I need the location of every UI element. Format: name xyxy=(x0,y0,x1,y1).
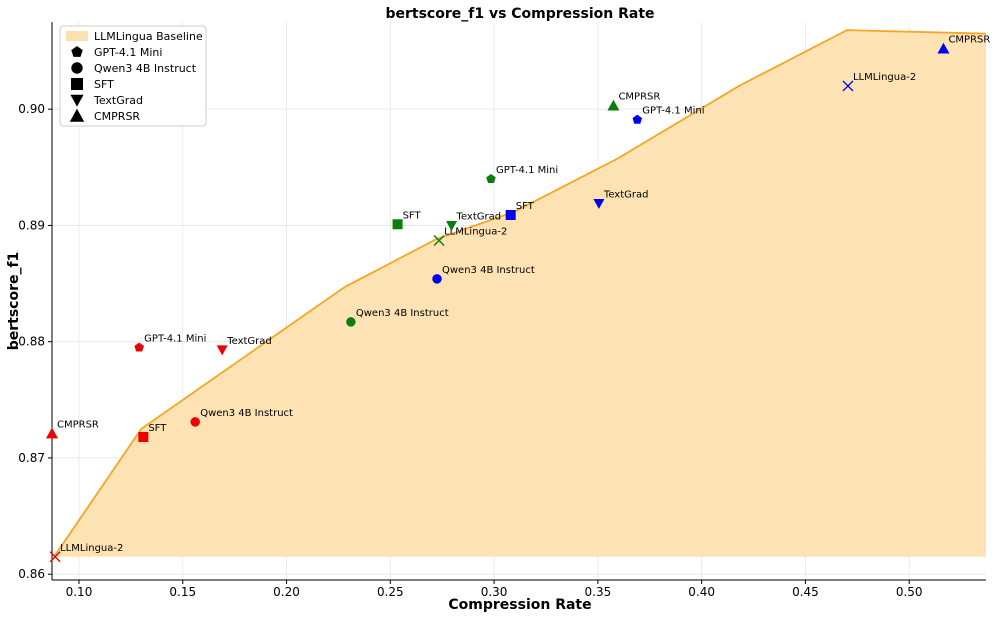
x-tick-label: 0.20 xyxy=(273,585,300,599)
blue-llmlingua-2-label: LLMLingua-2 xyxy=(853,72,916,83)
legend-gpt-4-1-mini-label: GPT-4.1 Mini xyxy=(94,46,162,59)
x-tick-label: 0.50 xyxy=(896,585,923,599)
y-tick-label: 0.88 xyxy=(18,335,45,349)
legend-box xyxy=(59,25,207,127)
legend-sft-label: SFT xyxy=(94,78,114,91)
y-tick-label: 0.90 xyxy=(18,102,45,116)
blue-qwen3-4b-instruct-label: Qwen3 4B Instruct xyxy=(442,265,535,276)
x-tick-label: 0.15 xyxy=(169,585,196,599)
red-cmprsr-label: CMPRSR xyxy=(57,420,99,431)
blue-cmprsr-point xyxy=(937,42,950,54)
green-gpt-4-1-mini-point xyxy=(486,173,496,183)
blue-cmprsr-label: CMPRSR xyxy=(948,35,990,46)
legend-cmprsr-label: CMPRSR xyxy=(94,110,140,123)
red-llmlingua-2-label: LLMLingua-2 xyxy=(60,543,123,554)
blue-gpt-4-1-mini-label: GPT-4.1 Mini xyxy=(642,106,704,117)
blue-textgrad-label: TextGrad xyxy=(603,189,649,200)
y-tick-label: 0.86 xyxy=(18,567,45,581)
blue-llmlingua-2-point xyxy=(842,80,854,92)
legend-sft-marker xyxy=(71,78,83,90)
y-tick-label: 0.89 xyxy=(18,218,45,232)
blue-textgrad-point xyxy=(593,198,605,209)
legend: LLMLingua Baseline GPT-4.1 Mini Qwen3 4B I… xyxy=(59,25,207,127)
green-textgrad-point xyxy=(446,221,458,231)
legend-qwen3-4b-instruct-marker xyxy=(71,62,83,74)
red-qwen3-4b-instruct-point xyxy=(190,417,200,427)
green-cmprsr-point xyxy=(607,99,620,111)
red-cmprsr-point xyxy=(46,427,58,439)
legend-gpt-4-1-mini-marker xyxy=(71,46,83,57)
green-qwen3-4b-instruct-point xyxy=(346,317,356,327)
blue-gpt-4-1-mini-point xyxy=(632,114,643,124)
y-tick-label: 0.87 xyxy=(18,451,45,465)
axes-layer: 0.10 0.15 0.20 0.25 0.30 0.35 0.40 0.45 0.50 0.86… xyxy=(18,22,986,599)
red-sft-label: SFT xyxy=(148,423,167,434)
blue-llmlingua-2-point-stroke xyxy=(842,80,854,92)
green-cmprsr-label: CMPRSR xyxy=(618,92,660,103)
blue-sft-point xyxy=(505,209,516,220)
legend-textgrad-marker xyxy=(70,94,84,107)
x-tick-label: 0.10 xyxy=(66,585,93,599)
legend-textgrad-label: TextGrad xyxy=(93,94,143,107)
blue-qwen3-4b-instruct-point xyxy=(432,274,442,284)
x-tick-label: 0.40 xyxy=(688,585,715,599)
red-qwen3-4b-instruct-label: Qwen3 4B Instruct xyxy=(200,408,293,419)
green-qwen3-4b-instruct-label: Qwen3 4B Instruct xyxy=(356,308,449,319)
baseline-area xyxy=(54,30,986,557)
green-llmlingua-2-label: LLMLingua-2 xyxy=(444,227,507,238)
x-axis-title: Compression Rate xyxy=(448,597,591,613)
legend-llmlingua-baseline-label: LLMLingua Baseline xyxy=(94,30,203,43)
legend-cmprsr-marker xyxy=(69,108,85,122)
legend-swatch-baseline xyxy=(66,31,88,41)
red-textgrad-point xyxy=(216,345,228,356)
points-layer: LLMLingua-2 CMPRSR SFT Qwen3 4B Instruct GPT… xyxy=(46,35,990,563)
green-sft-label: SFT xyxy=(403,210,422,221)
green-textgrad-label: TextGrad xyxy=(456,211,502,222)
red-gpt-4-1-mini-point xyxy=(134,342,144,352)
red-llmlingua-2-point-stroke xyxy=(49,551,61,563)
blue-sft-label: SFT xyxy=(516,201,535,212)
x-tick-label: 0.30 xyxy=(481,585,508,599)
red-llmlingua-2-point xyxy=(49,551,61,563)
green-llmlingua-2-point xyxy=(433,235,445,247)
x-tick-label: 0.45 xyxy=(792,585,819,599)
red-sft-point xyxy=(138,432,149,443)
red-textgrad-label: TextGrad xyxy=(226,336,272,347)
green-llmlingua-2-point-stroke xyxy=(433,235,445,247)
x-tick-label: 0.35 xyxy=(585,585,612,599)
green-sft-point xyxy=(392,219,403,230)
chart-title: bertscore_f1 vs Compression Rate xyxy=(385,6,654,22)
legend-qwen3-4b-instruct-label: Qwen3 4B Instruct xyxy=(94,62,197,75)
green-gpt-4-1-mini-label: GPT-4.1 Mini xyxy=(496,165,558,176)
x-tick-label: 0.25 xyxy=(377,585,404,599)
red-gpt-4-1-mini-label: GPT-4.1 Mini xyxy=(144,334,206,345)
y-axis-title: bertscore_f1 xyxy=(6,252,22,351)
